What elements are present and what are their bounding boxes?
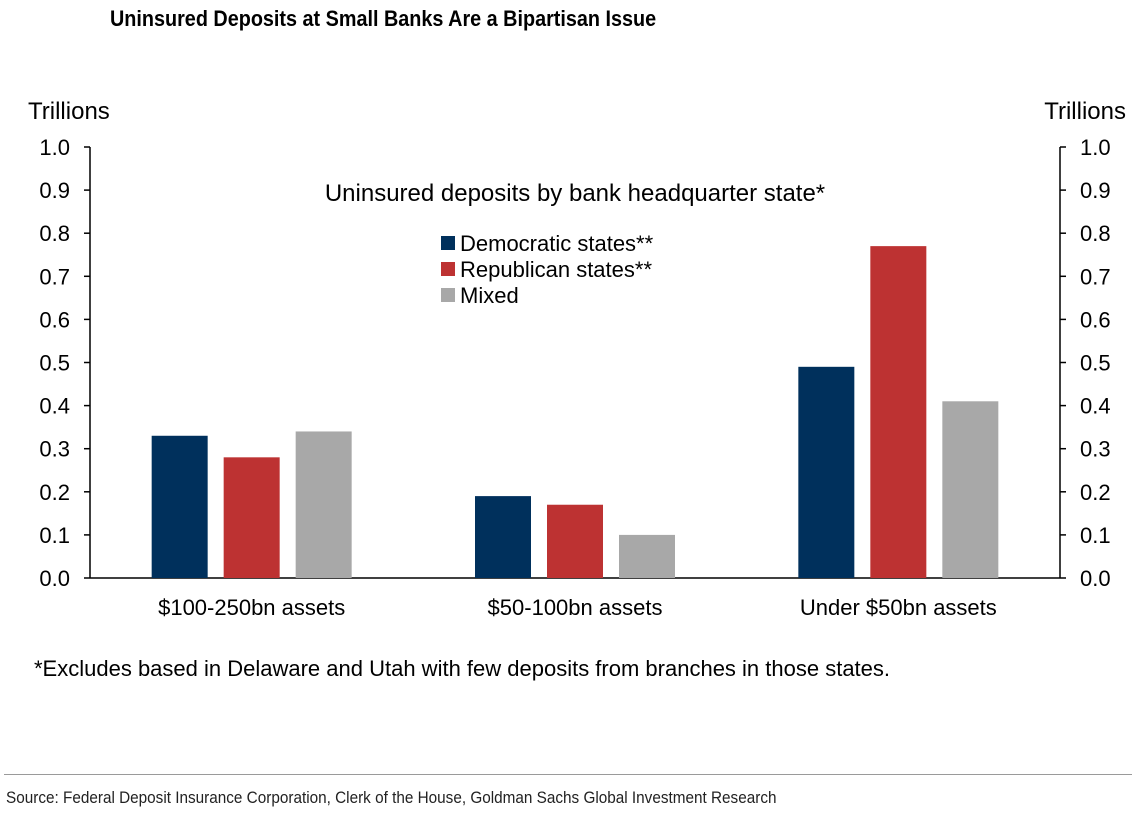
y-tick-label-right: 0.5 [1080, 351, 1111, 376]
legend-label: Democratic states** [460, 231, 654, 256]
bar [942, 401, 999, 578]
y-tick-label-left: 0.1 [39, 523, 70, 548]
y-tick-label-right: 0.7 [1080, 264, 1111, 289]
y-tick-label-left: 0.9 [39, 178, 70, 203]
labels-group: 0.0 0.0 0.1 0.1 0.2 0.2 0.3 0.3 0.4 0.4 0.5 0.5 0.6 0… [28, 98, 1126, 620]
x-tick-label: Under $50bn assets [800, 595, 997, 620]
y-tick-label-left: 0.0 [39, 566, 70, 591]
y-tick-label-left: 0.8 [39, 221, 70, 246]
bar [547, 504, 603, 578]
y-tick-label-left: 0.4 [39, 394, 70, 419]
bar [475, 496, 531, 578]
legend-label: Mixed [460, 283, 519, 308]
bar [295, 431, 352, 578]
y-tick-label-right: 0.3 [1080, 437, 1111, 462]
y-tick-label-left: 1.0 [39, 135, 70, 160]
bar [151, 435, 208, 578]
footnote: *Excludes based in Delaware and Utah wit… [34, 656, 891, 681]
bar [223, 457, 280, 578]
legend-label: Republican states** [460, 257, 652, 282]
chart-subtitle: Uninsured deposits by bank headquarter s… [325, 180, 825, 207]
legend: Democratic states**Republican states**Mi… [441, 231, 654, 308]
x-tick-label: $50-100bn assets [488, 595, 663, 620]
divider [4, 774, 1132, 775]
y-tick-label-left: 0.6 [39, 307, 70, 332]
y-tick-label-left: 0.3 [39, 437, 70, 462]
y-axis-label-right: Trillions [1044, 98, 1126, 125]
y-tick-label-right: 0.2 [1080, 480, 1111, 505]
y-axis-label-left: Trillions [28, 98, 110, 125]
legend-swatch [441, 236, 455, 250]
y-tick-label-right: 0.8 [1080, 221, 1111, 246]
x-tick-label: $100-250bn assets [158, 595, 345, 620]
legend-swatch [441, 288, 455, 302]
y-tick-label-right: 0.9 [1080, 178, 1111, 203]
bar-chart: 0.0 0.0 0.1 0.1 0.2 0.2 0.3 0.3 0.4 0.4 0.5 0.5 0.6 0… [28, 98, 1126, 620]
y-tick-label-left: 0.7 [39, 264, 70, 289]
y-tick-label-right: 0.6 [1080, 307, 1111, 332]
y-tick-label-left: 0.2 [39, 480, 70, 505]
y-tick-label-right: 1.0 [1080, 135, 1111, 160]
chart-title: Uninsured Deposits at Small Banks Are a … [110, 6, 657, 31]
y-tick-label-left: 0.5 [39, 351, 70, 376]
bars-group [151, 246, 999, 578]
y-tick-label-right: 0.4 [1080, 394, 1111, 419]
bar [870, 246, 927, 578]
y-tick-label-right: 0.1 [1080, 523, 1111, 548]
source-note: Source: Federal Deposit Insurance Corpor… [6, 788, 777, 807]
bar [619, 534, 675, 578]
legend-swatch [441, 262, 455, 276]
y-tick-label-right: 0.0 [1080, 566, 1111, 591]
bar [798, 366, 855, 578]
